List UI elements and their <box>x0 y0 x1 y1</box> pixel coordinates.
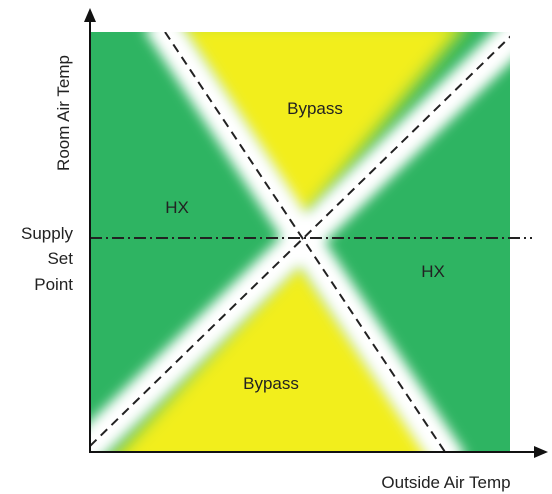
y-axis-arrow <box>84 8 96 22</box>
setpoint-label: Supply <box>21 224 73 243</box>
region-label: HX <box>165 198 189 217</box>
transition-band <box>90 32 510 452</box>
x-axis-arrow <box>534 446 548 458</box>
bypass-bottom-region <box>116 255 438 452</box>
setpoint-label: Point <box>34 275 73 294</box>
bypass-top-region <box>177 32 461 225</box>
x-axis-label: Outside Air Temp <box>381 473 510 492</box>
y-axis-label: Room Air Temp <box>54 55 73 171</box>
plot-area <box>90 32 510 452</box>
region-label: Bypass <box>243 374 299 393</box>
setpoint-label: Set <box>47 249 73 268</box>
region-label: Bypass <box>287 99 343 118</box>
dashed-boundary <box>164 32 446 452</box>
dashed-boundary <box>90 35 510 447</box>
region-label: HX <box>421 262 445 281</box>
